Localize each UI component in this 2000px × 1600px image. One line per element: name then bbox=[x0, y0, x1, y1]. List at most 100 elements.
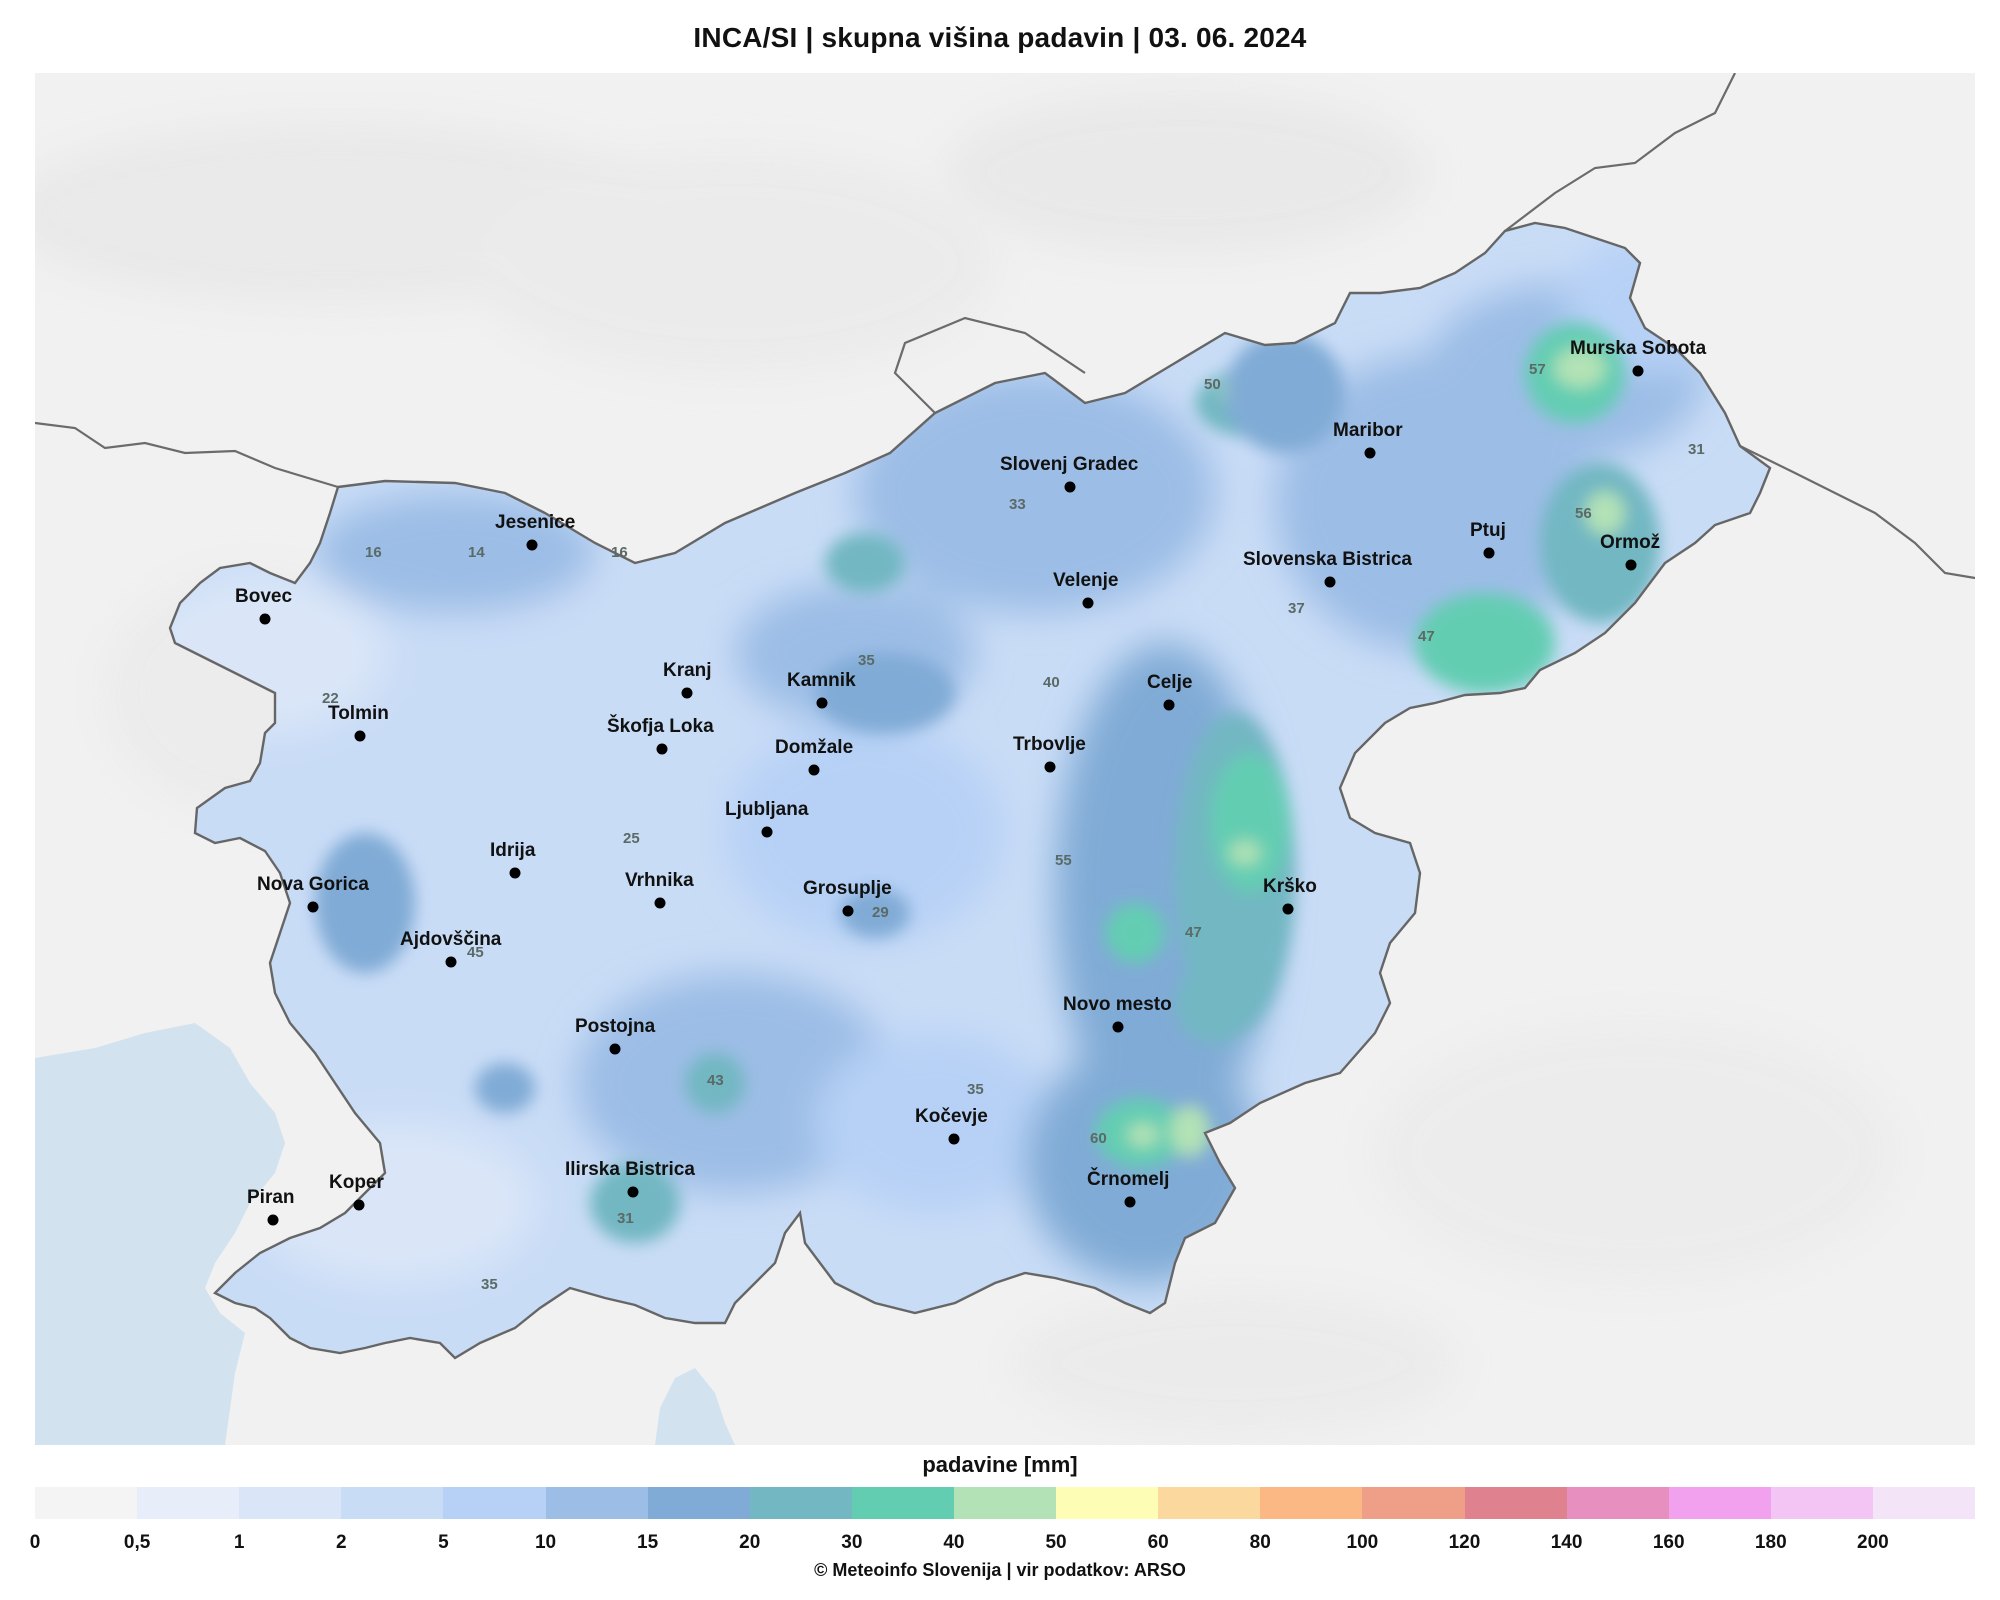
city-label: Krško bbox=[1263, 876, 1317, 897]
value-label: 40 bbox=[1043, 674, 1060, 691]
value-label: 35 bbox=[481, 1276, 498, 1293]
city-label: Jesenice bbox=[495, 512, 575, 533]
value-labels: 16 14 16 22 25 45 43 31 35 29 35 33 50 3… bbox=[322, 361, 1705, 1293]
legend-tick-label: 60 bbox=[1147, 1532, 1169, 1553]
city-maribor[interactable]: Maribor bbox=[1333, 420, 1403, 459]
city-markers: Jesenice Bovec Tolmin Kranj Kamnik Škofj… bbox=[235, 338, 1707, 1226]
city-piran[interactable]: Piran bbox=[247, 1187, 295, 1226]
legend-swatch bbox=[749, 1487, 852, 1519]
city-celje[interactable]: Celje bbox=[1147, 672, 1192, 711]
city-krsko[interactable]: Krško bbox=[1263, 876, 1317, 915]
city-label: Grosuplje bbox=[803, 878, 892, 899]
legend-swatch bbox=[1566, 1487, 1669, 1519]
legend-tick-label: 50 bbox=[1045, 1532, 1067, 1553]
city-ajdovscina[interactable]: Ajdovščina bbox=[400, 929, 502, 968]
city-label: Idrija bbox=[490, 840, 536, 861]
kvarner-sea bbox=[655, 1368, 735, 1445]
city-slovenj-gradec[interactable]: Slovenj Gradec bbox=[1000, 454, 1139, 493]
legend-tick-label: 10 bbox=[534, 1532, 557, 1553]
legend-swatch bbox=[545, 1487, 648, 1519]
city-kranj[interactable]: Kranj bbox=[663, 660, 712, 699]
legend-swatch bbox=[1770, 1487, 1873, 1519]
city-label: Tolmin bbox=[328, 703, 389, 724]
city-label: Bovec bbox=[235, 586, 292, 607]
value-label: 14 bbox=[468, 544, 485, 561]
city-murska-sobota[interactable]: Murska Sobota bbox=[1570, 338, 1707, 377]
city-velenje[interactable]: Velenje bbox=[1053, 570, 1119, 609]
city-ilirska-bistrica[interactable]: Ilirska Bistrica bbox=[565, 1159, 695, 1198]
city-label: Kranj bbox=[663, 660, 712, 681]
city-grosuplje[interactable]: Grosuplje bbox=[803, 878, 892, 917]
legend-swatch bbox=[137, 1487, 240, 1519]
legend-tick-label: 100 bbox=[1346, 1532, 1379, 1553]
value-label: 43 bbox=[707, 1072, 724, 1089]
value-label: 37 bbox=[1288, 600, 1305, 617]
city-jesenice[interactable]: Jesenice bbox=[495, 512, 575, 551]
city-ljubljana[interactable]: Ljubljana bbox=[725, 799, 809, 838]
value-label: 33 bbox=[1009, 496, 1026, 513]
city-slovenska-bistrica[interactable]: Slovenska Bistrica bbox=[1243, 549, 1412, 588]
legend-tick-label: 2 bbox=[336, 1532, 347, 1553]
legend-tick-label: 0,5 bbox=[123, 1532, 151, 1553]
value-label: 60 bbox=[1090, 1130, 1107, 1147]
city-label: Slovenj Gradec bbox=[1000, 454, 1139, 475]
city-label: Ilirska Bistrica bbox=[565, 1159, 695, 1180]
city-kocevje[interactable]: Kočevje bbox=[915, 1106, 988, 1145]
city-label: Vrhnika bbox=[625, 870, 694, 891]
value-label: 16 bbox=[365, 544, 382, 561]
legend-tick-label: 0 bbox=[29, 1532, 41, 1553]
city-label: Ljubljana bbox=[725, 799, 809, 820]
legend-color-bar bbox=[35, 1487, 1976, 1519]
city-label: Murska Sobota bbox=[1570, 338, 1707, 359]
legend-swatch bbox=[341, 1487, 444, 1519]
legend-swatch bbox=[1056, 1487, 1159, 1519]
city-idrija[interactable]: Idrija bbox=[490, 840, 536, 879]
city-label: Piran bbox=[247, 1187, 295, 1208]
city-label: Velenje bbox=[1053, 570, 1119, 591]
legend-swatch bbox=[239, 1487, 342, 1519]
city-ptuj[interactable]: Ptuj bbox=[1470, 520, 1506, 559]
city-crnomelj[interactable]: Črnomelj bbox=[1087, 1168, 1169, 1208]
city-label: Ajdovščina bbox=[400, 929, 502, 950]
city-postojna[interactable]: Postojna bbox=[575, 1016, 656, 1055]
city-koper[interactable]: Koper bbox=[329, 1172, 385, 1211]
city-novo-mesto[interactable]: Novo mesto bbox=[1063, 994, 1172, 1033]
map-title: INCA/SI | skupna višina padavin | 03. 06… bbox=[693, 22, 1307, 53]
city-domzale[interactable]: Domžale bbox=[775, 737, 853, 776]
city-bovec[interactable]: Bovec bbox=[235, 586, 292, 625]
value-label: 25 bbox=[623, 830, 640, 847]
city-tolmin[interactable]: Tolmin bbox=[328, 703, 389, 742]
legend-tick-label: 120 bbox=[1448, 1532, 1481, 1553]
legend-swatch bbox=[953, 1487, 1057, 1519]
value-label: 35 bbox=[967, 1081, 984, 1098]
value-label: 47 bbox=[1185, 924, 1202, 941]
value-label: 16 bbox=[611, 544, 628, 561]
value-label: 55 bbox=[1055, 852, 1072, 869]
legend-swatch bbox=[851, 1487, 954, 1519]
city-skofja-loka[interactable]: Škofja Loka bbox=[607, 715, 714, 755]
legend-swatch bbox=[1668, 1487, 1771, 1519]
credit-line: © Meteoinfo Slovenija | vir podatkov: AR… bbox=[814, 1560, 1186, 1580]
precipitation-map[interactable]: 16 14 16 22 25 45 43 31 35 29 35 33 50 3… bbox=[35, 73, 1975, 1445]
legend-swatch bbox=[1158, 1487, 1261, 1519]
city-vrhnika[interactable]: Vrhnika bbox=[625, 870, 694, 909]
city-nova-gorica[interactable]: Nova Gorica bbox=[257, 874, 369, 913]
city-label: Črnomelj bbox=[1087, 1168, 1169, 1190]
value-label: 35 bbox=[858, 652, 875, 669]
legend-tick-label: 20 bbox=[739, 1532, 761, 1553]
city-kamnik[interactable]: Kamnik bbox=[787, 670, 856, 709]
terrain-shading bbox=[35, 93, 1895, 1433]
value-label: 45 bbox=[467, 944, 484, 961]
legend-tick-label: 5 bbox=[438, 1532, 449, 1553]
city-trbovlje[interactable]: Trbovlje bbox=[1013, 734, 1086, 773]
city-label: Maribor bbox=[1333, 420, 1403, 441]
legend-swatch bbox=[443, 1487, 546, 1519]
legend-ticks: 0 0,5 1 2 5 10 15 20 30 40 50 60 80 100 120 140 160 180 20… bbox=[30, 1532, 1975, 1556]
value-label: 47 bbox=[1418, 628, 1435, 645]
city-label: Ptuj bbox=[1470, 520, 1506, 541]
city-ormoz[interactable]: Ormož bbox=[1600, 532, 1660, 571]
legend-tick-label: 180 bbox=[1754, 1532, 1787, 1553]
city-label: Domžale bbox=[775, 737, 853, 758]
city-label: Škofja Loka bbox=[607, 715, 714, 737]
value-label: 22 bbox=[322, 690, 339, 707]
